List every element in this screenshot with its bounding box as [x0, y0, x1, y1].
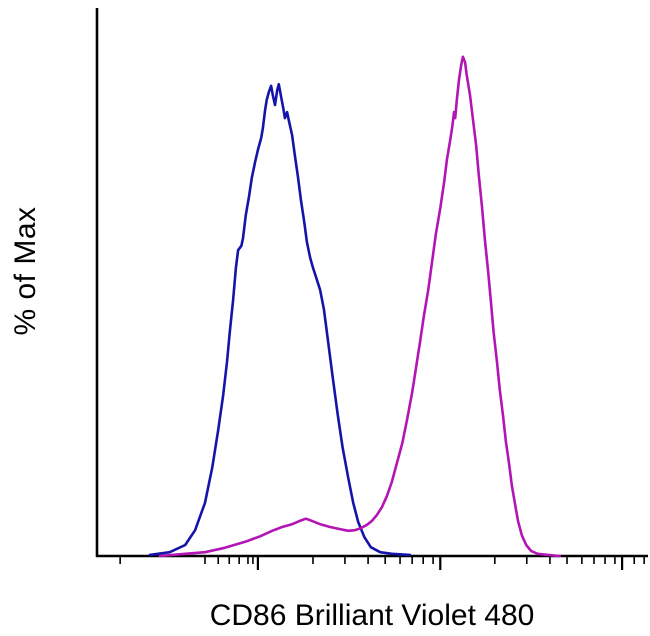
x-axis-label: CD86 Brilliant Violet 480 — [209, 599, 535, 632]
magenta-curve — [158, 55, 562, 558]
blue-curve — [148, 82, 412, 557]
